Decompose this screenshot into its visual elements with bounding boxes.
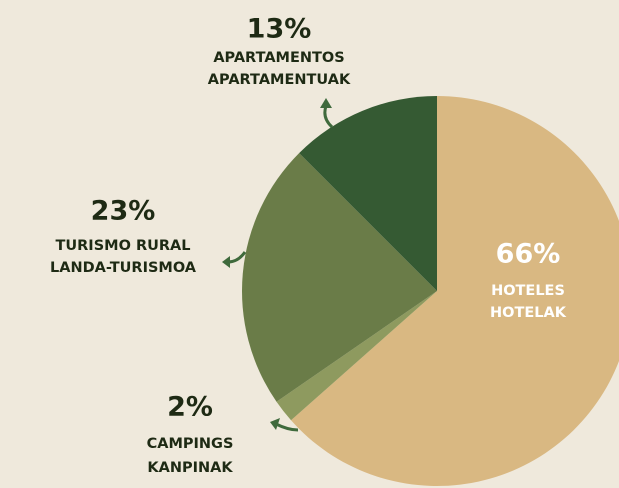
- pie-slice: [291, 96, 619, 486]
- pie-slice: [276, 291, 437, 421]
- category-label: APARTAMENTOS: [213, 50, 344, 66]
- pie-slice: [242, 153, 437, 402]
- percent-label: 13%: [247, 14, 312, 45]
- arrow-head: [270, 418, 280, 430]
- category-label: HOTELES: [491, 283, 565, 299]
- percent-label: 23%: [91, 196, 156, 227]
- pie: [242, 96, 619, 486]
- pie-slice: [299, 96, 437, 291]
- category-label: CAMPINGS: [147, 436, 234, 452]
- category-label: TURISMO RURAL: [55, 238, 190, 254]
- category-label: HOTELAK: [490, 305, 567, 321]
- percent-label: 66%: [496, 239, 561, 270]
- arrow-head: [222, 256, 230, 268]
- arrow: [275, 422, 299, 432]
- category-label: KANPINAK: [147, 460, 233, 476]
- category-label: APARTAMENTUAK: [208, 72, 351, 88]
- percent-label: 2%: [167, 392, 213, 423]
- arrow-head: [320, 98, 332, 108]
- category-label: LANDA-TURISMOA: [50, 260, 197, 276]
